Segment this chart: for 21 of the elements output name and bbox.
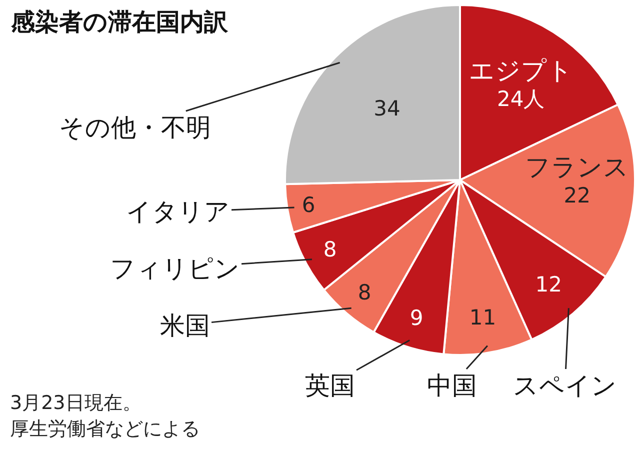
- data-label: 12: [535, 272, 562, 296]
- text: 3月23日現在。: [10, 392, 142, 414]
- slice-label: 英国: [305, 371, 355, 400]
- slice-label: フィリピン: [110, 254, 240, 283]
- slice-label: イタリア: [126, 197, 230, 226]
- data-label: 22: [564, 184, 590, 208]
- text: 厚生労働省などによる: [10, 418, 200, 440]
- slice-label: エジプト: [468, 56, 573, 85]
- slice-label: スペイン: [513, 371, 617, 400]
- chart-title: 感染者の滞在国内訳: [10, 8, 229, 36]
- data-label: 24人: [497, 87, 545, 112]
- data-label: 9: [410, 306, 424, 330]
- data-label: 8: [323, 238, 337, 262]
- slice-label: その他・不明: [59, 113, 211, 142]
- data-label: 11: [469, 306, 496, 330]
- data-label: 34: [374, 96, 400, 121]
- data-label: 8: [358, 280, 372, 304]
- slice-label: 中国: [427, 371, 477, 400]
- slice-label: 米国: [160, 311, 210, 340]
- slice-label: フランス: [525, 152, 630, 182]
- data-label: 6: [302, 193, 316, 218]
